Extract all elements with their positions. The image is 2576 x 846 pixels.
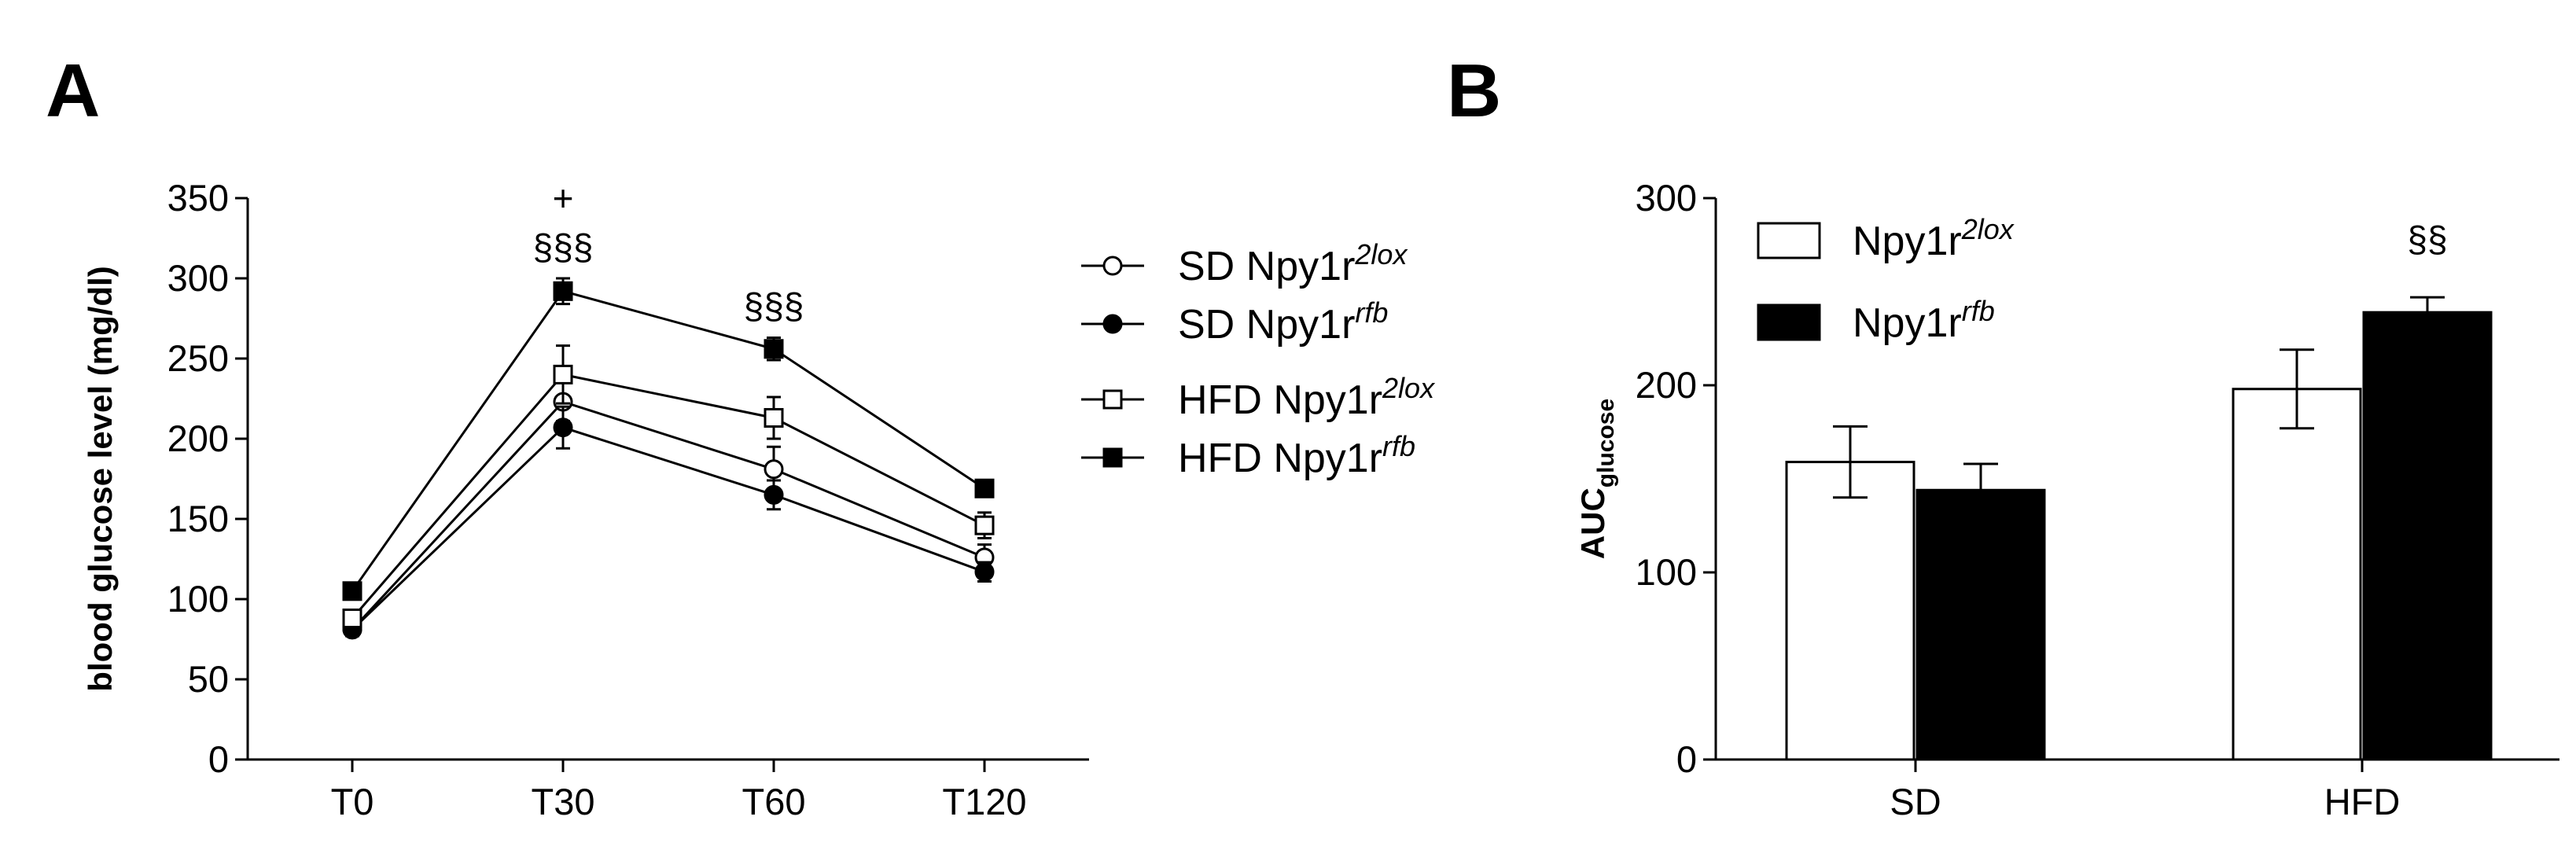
legend-entry-sup: rfb xyxy=(1962,295,1995,327)
legend-entry-sup: rfb xyxy=(1355,296,1388,329)
series-group xyxy=(342,277,995,601)
data-point xyxy=(764,484,784,505)
legend-entry: Npy1r2lox xyxy=(1853,213,2015,264)
legend-marker xyxy=(1102,389,1123,410)
y-tick-label: 200 xyxy=(1636,364,1697,406)
y-tick-label: 200 xyxy=(167,417,229,459)
data-point xyxy=(764,407,784,428)
y-axis-label-sub: glucose xyxy=(1593,399,1619,487)
y-tick-label: 250 xyxy=(167,337,229,379)
y-tick-label: 300 xyxy=(1636,177,1697,219)
legend-entry-base: SD Npy1r xyxy=(1178,244,1355,289)
legend-entry-base: Npy1r xyxy=(1853,219,1962,264)
x-tick-label: T60 xyxy=(742,781,806,822)
series-group xyxy=(342,405,995,640)
y-tick-label: 0 xyxy=(208,738,229,780)
legend-entry: SD Npy1rrfb xyxy=(1178,296,1388,348)
x-tick-label: T0 xyxy=(331,781,374,822)
x-tick-label: T120 xyxy=(942,781,1026,822)
legend-entry: HFD Npy1rrfb xyxy=(1178,430,1415,481)
y-tick-label: 50 xyxy=(188,658,229,700)
legend-entry-sup: 2lox xyxy=(1382,372,1436,404)
series-group xyxy=(342,344,995,628)
bar xyxy=(1915,488,2046,761)
legend-entry: Npy1rrfb xyxy=(1853,295,1995,346)
series-line xyxy=(351,400,985,631)
bar xyxy=(2232,388,2362,761)
legend-entry-sup: 2lox xyxy=(1961,213,2015,245)
significance-annotation: §§§ xyxy=(533,226,594,267)
data-point xyxy=(974,561,995,582)
series-line xyxy=(351,426,985,631)
y-axis-label: blood glucose level (mg/dl) xyxy=(82,266,119,691)
legend-swatch xyxy=(1757,222,1821,259)
significance-annotation: + xyxy=(553,178,574,219)
data-point xyxy=(974,515,995,535)
y-tick-label: 350 xyxy=(167,177,229,219)
series-line xyxy=(351,373,985,620)
legend-entry-sup: 2lox xyxy=(1354,238,1408,270)
y-tick-label: 150 xyxy=(167,498,229,539)
y-tick-label: 100 xyxy=(1636,551,1697,593)
series-line xyxy=(351,289,985,592)
x-tick-label: T30 xyxy=(532,781,595,822)
legend-entry-base: HFD Npy1r xyxy=(1178,377,1382,423)
data-point xyxy=(553,417,573,438)
bar xyxy=(1785,461,1915,761)
legend-entry-sup: rfb xyxy=(1382,430,1415,462)
legend-swatch xyxy=(1757,303,1821,341)
significance-annotation: §§ xyxy=(2407,219,2447,259)
bar xyxy=(2362,311,2493,761)
data-point xyxy=(342,608,362,628)
panel-b-label: B xyxy=(1447,49,1501,133)
y-tick-label: 100 xyxy=(167,578,229,620)
data-point xyxy=(764,459,784,480)
series-group xyxy=(342,381,995,640)
legend-entry-base: HFD Npy1r xyxy=(1178,436,1382,481)
legend-marker xyxy=(1102,447,1123,468)
significance-annotation: §§§ xyxy=(744,285,804,326)
data-point xyxy=(764,339,784,359)
y-axis-label-main: AUC xyxy=(1574,487,1611,559)
x-tick-label: SD xyxy=(1890,781,1941,822)
data-point xyxy=(342,581,362,601)
legend-entry: SD Npy1r2lox xyxy=(1178,238,1408,289)
data-point xyxy=(553,281,573,301)
line-chart-panel-a: 0 50 100 150 200 250 300 350 T0 T30 T60 T120 blood g… xyxy=(82,177,1436,822)
legend-entry: HFD Npy1r2lox xyxy=(1178,372,1436,423)
y-tick-label: 0 xyxy=(1676,738,1697,780)
legend-marker xyxy=(1102,256,1123,276)
y-tick-label: 300 xyxy=(167,257,229,299)
panel-a-label: A xyxy=(46,49,100,133)
x-tick-label: HFD xyxy=(2324,781,2401,822)
legend-marker xyxy=(1102,314,1123,334)
y-axis-label: AUCglucose xyxy=(1574,399,1619,559)
legend-entry-base: SD Npy1r xyxy=(1178,302,1355,348)
legend-entry-base: Npy1r xyxy=(1853,300,1962,346)
data-point xyxy=(974,478,995,498)
data-point xyxy=(553,364,573,384)
